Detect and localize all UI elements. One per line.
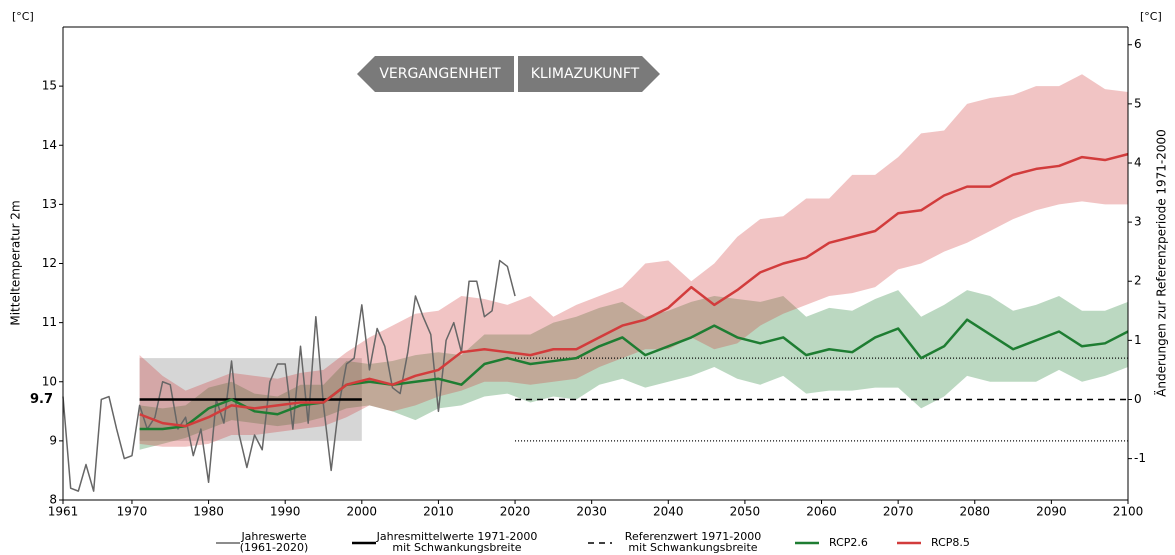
legend-label: (1961-2020)	[240, 541, 309, 554]
y2-tick-label: 0	[1134, 392, 1142, 406]
y2-tick-label: 4	[1134, 155, 1142, 169]
future-label: KLIMAZUKUNFT	[531, 66, 640, 82]
past-label: VERGANGENHEIT	[379, 66, 501, 82]
y-tick-label: 14	[42, 138, 57, 152]
range-band	[139, 290, 1128, 450]
y2-unit: [°C]	[1140, 10, 1162, 23]
x-tick-label: 2080	[959, 505, 990, 519]
y2-tick-label: 2	[1134, 274, 1142, 288]
reference-value-label: 9.7	[30, 392, 53, 407]
legend-label: mit Schwankungsbreite	[392, 541, 521, 554]
legend-label: RCP8.5	[931, 536, 970, 549]
x-tick-label: 1961	[48, 505, 79, 519]
plot-area	[62, 74, 1129, 492]
legend-label: Jahreswerte	[240, 530, 306, 543]
y-tick-label: 11	[42, 315, 57, 329]
legend-label: mit Schwankungsbreite	[628, 541, 757, 554]
x-tick-label: 1990	[270, 505, 301, 519]
y-unit: [°C]	[12, 10, 34, 23]
legend-label: Referenzwert 1971-2000	[625, 530, 761, 543]
x-tick-label: 2040	[653, 505, 684, 519]
y-tick-label: 15	[42, 79, 57, 93]
x-tick-label: 2020	[500, 505, 531, 519]
observed-line	[62, 259, 516, 492]
x-tick-label: 1970	[117, 505, 148, 519]
past-arrow	[357, 56, 514, 92]
y-tick-label: 13	[42, 197, 57, 211]
y2-label: Änderungen zur Referenzperiode 1971-2000	[1154, 129, 1169, 397]
y2-tick-label: 3	[1134, 215, 1142, 229]
arrows: VERGANGENHEIT KLIMAZUKUNFT	[357, 56, 660, 92]
y2-tick-label: 5	[1134, 96, 1142, 110]
y-tick-label: 8	[49, 493, 57, 507]
x-tick-label: 2050	[730, 505, 761, 519]
x-tick-label: 2030	[576, 505, 607, 519]
x-tick-label: 2090	[1036, 505, 1067, 519]
y-tick-label: 12	[42, 256, 57, 270]
legend-label: RCP2.6	[829, 536, 868, 549]
y2-tick-label: -1	[1134, 451, 1146, 465]
x-tick-label: 2100	[1113, 505, 1144, 519]
future-arrow	[518, 56, 660, 92]
x-tick-label: 2070	[883, 505, 914, 519]
y2-tick-label: 1	[1134, 333, 1142, 347]
legend: Jahreswerte(1961-2020) Jahresmittelwerte …	[216, 530, 970, 554]
y-tick-label: 9	[49, 433, 57, 447]
y2-tick-label: 6	[1134, 37, 1142, 51]
y-label: Mitteltemperatur 2m	[9, 200, 23, 325]
series-line	[139, 318, 1129, 431]
y-tick-label: 10	[42, 374, 57, 388]
x-tick-label: 2060	[806, 505, 837, 519]
series-line	[139, 152, 1129, 428]
x-tick-label: 2000	[347, 505, 378, 519]
x-tick-label: 2010	[423, 505, 454, 519]
legend-label: Jahresmittelwerte 1971-2000	[376, 530, 538, 543]
x-tick-label: 1980	[193, 505, 224, 519]
